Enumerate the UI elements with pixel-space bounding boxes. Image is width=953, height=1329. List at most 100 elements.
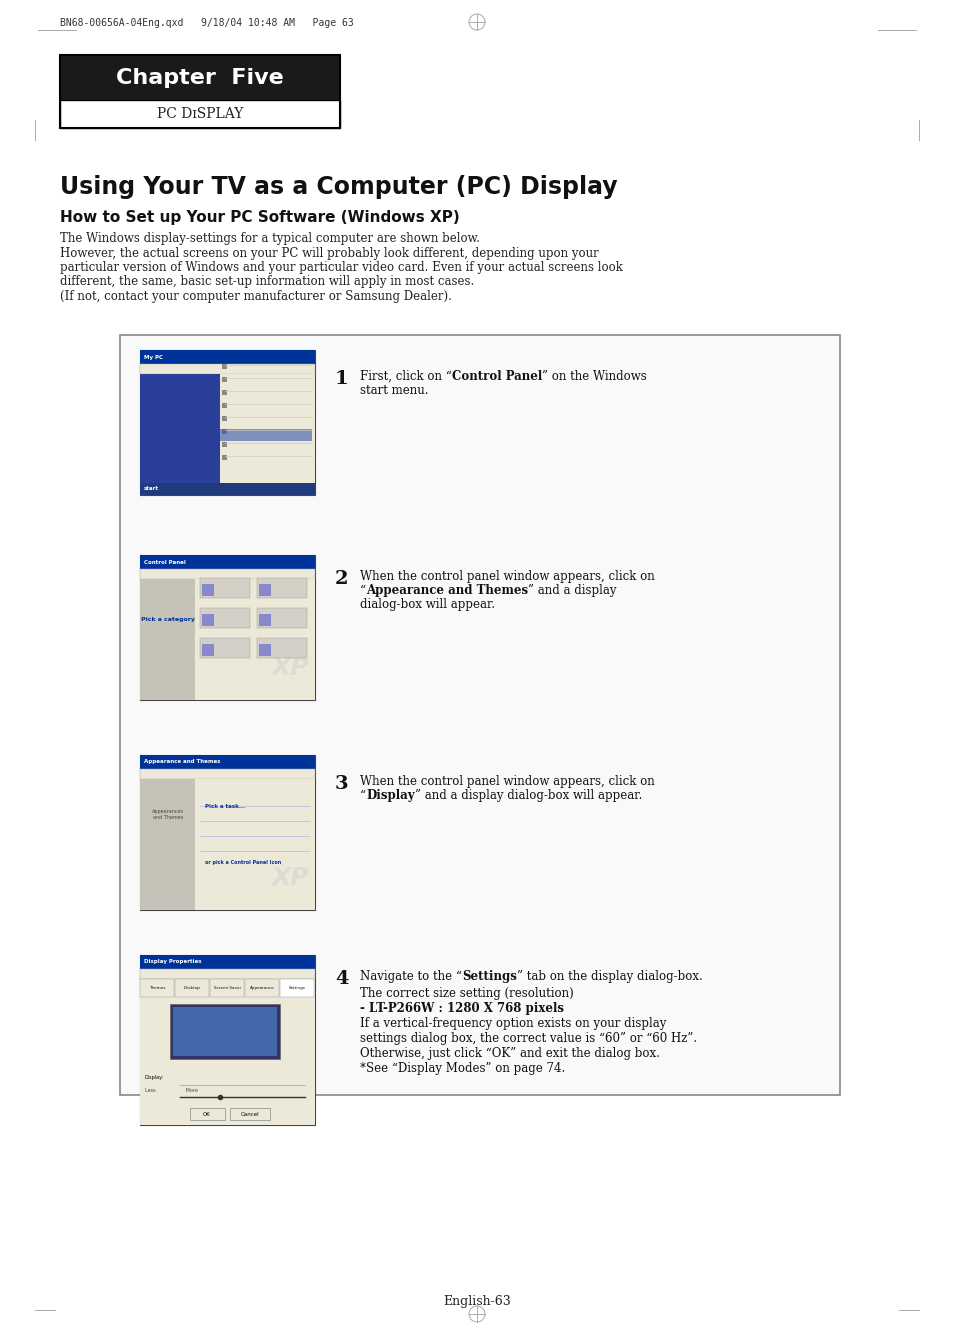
- Bar: [230, 1108, 270, 1120]
- Text: My PC: My PC: [144, 355, 163, 360]
- Bar: [200, 607, 250, 629]
- Text: When the control panel window appears, click on: When the control panel window appears, c…: [359, 775, 654, 788]
- Bar: [140, 556, 314, 700]
- Text: “: “: [359, 583, 366, 597]
- Bar: [60, 54, 339, 100]
- Bar: [174, 979, 209, 997]
- Bar: [202, 614, 213, 626]
- Bar: [60, 100, 339, 128]
- Bar: [256, 578, 307, 598]
- Bar: [190, 1108, 225, 1120]
- Text: 3: 3: [335, 775, 348, 793]
- Text: 2: 2: [335, 570, 348, 587]
- Text: However, the actual screens on your PC will probably look different, depending u: However, the actual screens on your PC w…: [60, 246, 598, 259]
- Bar: [222, 364, 227, 369]
- Bar: [140, 979, 314, 1126]
- Bar: [140, 755, 314, 769]
- Text: PC DɪSPLAY: PC DɪSPLAY: [156, 108, 243, 121]
- Bar: [140, 569, 314, 579]
- Text: ” and a display: ” and a display: [528, 583, 616, 597]
- Bar: [140, 755, 314, 910]
- Text: Control Panel: Control Panel: [144, 560, 186, 565]
- Text: When the control panel window appears, click on: When the control panel window appears, c…: [359, 570, 654, 583]
- Text: Chapter  Five: Chapter Five: [116, 68, 284, 88]
- Bar: [258, 645, 271, 657]
- Bar: [200, 638, 250, 658]
- Text: Display:: Display:: [145, 1075, 164, 1080]
- Bar: [140, 579, 194, 700]
- Bar: [172, 1007, 276, 1057]
- Text: (If not, contact your computer manufacturer or Samsung Dealer).: (If not, contact your computer manufactu…: [60, 290, 452, 303]
- Text: ” tab on the display dialog-box.: ” tab on the display dialog-box.: [517, 970, 701, 983]
- Text: ” on the Windows: ” on the Windows: [541, 369, 646, 383]
- Text: If a vertical-frequency option exists on your display: If a vertical-frequency option exists on…: [359, 1017, 666, 1030]
- Text: Appearances
and Themes: Appearances and Themes: [152, 809, 184, 820]
- Bar: [222, 429, 227, 435]
- Text: particular version of Windows and your particular video card. Even if your actua: particular version of Windows and your p…: [60, 260, 622, 274]
- Text: First, click on “: First, click on “: [359, 369, 452, 383]
- Text: settings dialog box, the correct value is “60” or “60 Hz”.: settings dialog box, the correct value i…: [359, 1033, 697, 1045]
- Bar: [140, 969, 314, 979]
- Bar: [140, 956, 314, 969]
- Text: Appearance and Themes: Appearance and Themes: [366, 583, 528, 597]
- Bar: [222, 377, 227, 381]
- Text: Control Panel: Control Panel: [452, 369, 541, 383]
- Text: BN68-00656A-04Eng.qxd   9/18/04 10:48 AM   Page 63: BN68-00656A-04Eng.qxd 9/18/04 10:48 AM P…: [60, 19, 354, 28]
- Text: different, the same, basic set-up information will apply in most cases.: different, the same, basic set-up inform…: [60, 275, 474, 288]
- Bar: [140, 956, 314, 1126]
- Bar: [140, 556, 314, 569]
- Text: How to Set up Your PC Software (Windows XP): How to Set up Your PC Software (Windows …: [60, 210, 459, 225]
- Bar: [140, 373, 314, 494]
- Bar: [140, 779, 314, 910]
- Text: XP: XP: [271, 657, 309, 680]
- Text: start menu.: start menu.: [359, 384, 428, 397]
- Bar: [222, 455, 227, 460]
- Bar: [140, 350, 314, 494]
- Text: dialog-box will appear.: dialog-box will appear.: [359, 598, 495, 611]
- Bar: [280, 979, 314, 997]
- Text: Appearance: Appearance: [250, 986, 274, 990]
- Bar: [202, 583, 213, 595]
- Bar: [170, 1003, 280, 1059]
- Bar: [140, 779, 194, 910]
- Text: Less                    More: Less More: [145, 1088, 197, 1092]
- Text: 4: 4: [335, 970, 348, 987]
- Bar: [140, 482, 314, 494]
- Text: The Windows display-settings for a typical computer are shown below.: The Windows display-settings for a typic…: [60, 233, 479, 245]
- Bar: [140, 979, 173, 997]
- Bar: [60, 54, 339, 128]
- Text: Cancel: Cancel: [240, 1111, 259, 1116]
- Bar: [140, 579, 314, 700]
- Bar: [220, 429, 312, 441]
- Text: *See “Display Modes” on page 74.: *See “Display Modes” on page 74.: [359, 1062, 565, 1075]
- Text: start: start: [144, 486, 159, 492]
- Bar: [140, 350, 314, 364]
- Bar: [140, 769, 314, 779]
- Text: The correct size setting (resolution): The correct size setting (resolution): [359, 987, 573, 999]
- Text: Desktop: Desktop: [184, 986, 201, 990]
- Text: Settings: Settings: [289, 986, 306, 990]
- Text: Pick a category: Pick a category: [141, 618, 194, 622]
- Text: XP: XP: [271, 867, 309, 890]
- Bar: [120, 335, 840, 1095]
- Text: Themes: Themes: [150, 986, 166, 990]
- Text: “: “: [359, 789, 366, 801]
- Text: Appearance and Themes: Appearance and Themes: [144, 759, 220, 764]
- Text: Using Your TV as a Computer (PC) Display: Using Your TV as a Computer (PC) Display: [60, 175, 617, 199]
- Text: OK: OK: [203, 1111, 211, 1116]
- Text: Display Properties: Display Properties: [144, 960, 201, 965]
- Bar: [202, 645, 213, 657]
- Text: Navigate to the “: Navigate to the “: [359, 970, 461, 983]
- Text: English-63: English-63: [442, 1294, 511, 1308]
- Bar: [256, 638, 307, 658]
- Bar: [222, 416, 227, 421]
- Bar: [210, 979, 244, 997]
- Bar: [140, 364, 314, 373]
- Text: Pick a task...: Pick a task...: [205, 804, 245, 809]
- Text: - LT-P266W : 1280 X 768 pixels: - LT-P266W : 1280 X 768 pixels: [359, 1002, 563, 1015]
- Text: 1: 1: [335, 369, 349, 388]
- Text: or pick a Control Panel Icon: or pick a Control Panel Icon: [205, 860, 281, 865]
- Text: ” and a display dialog-box will appear.: ” and a display dialog-box will appear.: [415, 789, 641, 801]
- Bar: [258, 583, 271, 595]
- Text: Screen Saver: Screen Saver: [213, 986, 241, 990]
